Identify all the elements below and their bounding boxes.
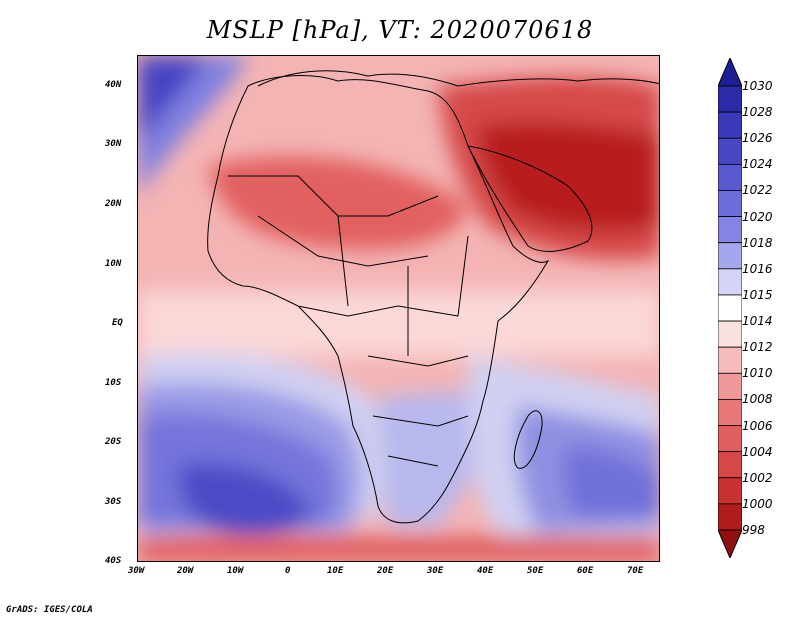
colorbar-swatch bbox=[718, 399, 742, 426]
lon-tick-label: 30W bbox=[128, 566, 145, 576]
colorbar-level-label: 1030 bbox=[742, 79, 773, 93]
mslp-field bbox=[138, 56, 659, 561]
colorbar-swatch bbox=[718, 216, 742, 244]
lon-tick-label: 10E bbox=[327, 566, 344, 576]
colorbar-swatch bbox=[718, 503, 742, 531]
lat-tick-label: EQ bbox=[112, 318, 123, 328]
colorbar-level-label: 1006 bbox=[742, 418, 773, 433]
map-title: MSLP [hPa], VT: 2020070618 bbox=[206, 16, 594, 44]
lon-tick-label: 20E bbox=[377, 566, 394, 576]
colorbar-level-label: 998 bbox=[742, 523, 765, 537]
credit-text: GrADS: IGES/COLA bbox=[6, 605, 93, 615]
colorbar-level-label: 1028 bbox=[742, 105, 773, 120]
colorbar-swatch bbox=[718, 346, 742, 374]
lat-tick-label: 30S bbox=[105, 497, 122, 507]
colorbar-level-label: 1002 bbox=[742, 470, 773, 485]
colorbar-level-label: 1018 bbox=[742, 235, 773, 250]
lat-tick-label: 10N bbox=[105, 259, 122, 269]
lon-tick-label: 70E bbox=[627, 566, 644, 576]
colorbar-swatch bbox=[718, 451, 742, 479]
colorbar-level-label: 1024 bbox=[742, 157, 773, 172]
colorbar-swatch bbox=[718, 425, 742, 453]
colorbar-level-label: 1008 bbox=[742, 392, 773, 407]
colorbar-swatch bbox=[718, 372, 742, 400]
colorbar-level-label: 1026 bbox=[742, 131, 773, 146]
colorbar-swatch bbox=[718, 477, 742, 505]
colorbar-level-label: 1015 bbox=[742, 287, 773, 302]
colorbar-level-label: 1022 bbox=[742, 183, 773, 198]
lon-tick-label: 0 bbox=[285, 566, 291, 576]
lon-tick-label: 40E bbox=[477, 566, 494, 576]
colorbar-swatch bbox=[718, 190, 742, 217]
colorbar-level-label: 1004 bbox=[742, 444, 773, 459]
map-panel bbox=[137, 55, 660, 562]
colorbar-swatch bbox=[718, 111, 742, 139]
colorbar-swatch bbox=[718, 163, 742, 191]
lat-tick-label: 40S bbox=[105, 556, 122, 566]
colorbar-swatch bbox=[718, 294, 742, 322]
lon-tick-label: 30E bbox=[427, 566, 444, 576]
lon-tick-label: 10W bbox=[227, 566, 244, 576]
colorbar-swatch bbox=[718, 137, 742, 165]
lat-tick-label: 20N bbox=[105, 199, 122, 209]
colorbar-swatch bbox=[718, 85, 742, 113]
lat-tick-label: 30N bbox=[105, 139, 122, 149]
lat-tick-label: 20S bbox=[105, 437, 122, 447]
colorbar-level-label: 1016 bbox=[742, 261, 773, 276]
colorbar-bottom-triangle bbox=[718, 529, 742, 558]
colorbar-swatch bbox=[718, 320, 742, 348]
colorbar-level-label: 1014 bbox=[742, 314, 773, 329]
colorbar-level-label: 1000 bbox=[742, 496, 773, 511]
lon-tick-label: 20W bbox=[177, 566, 194, 576]
coastlines bbox=[207, 70, 659, 524]
colorbar-top-triangle bbox=[718, 58, 742, 87]
colorbar-level-label: 1012 bbox=[742, 340, 773, 355]
colorbar-level-label: 1010 bbox=[742, 366, 773, 381]
lat-tick-label: 10S bbox=[105, 378, 122, 388]
lat-tick-label: 40N bbox=[105, 80, 122, 90]
colorbar-level-label: 1020 bbox=[742, 209, 773, 224]
colorbar-swatch bbox=[718, 268, 742, 296]
lon-tick-label: 60E bbox=[577, 566, 594, 576]
lon-tick-label: 50E bbox=[527, 566, 544, 576]
colorbar bbox=[718, 58, 742, 558]
colorbar-swatch bbox=[718, 242, 742, 270]
